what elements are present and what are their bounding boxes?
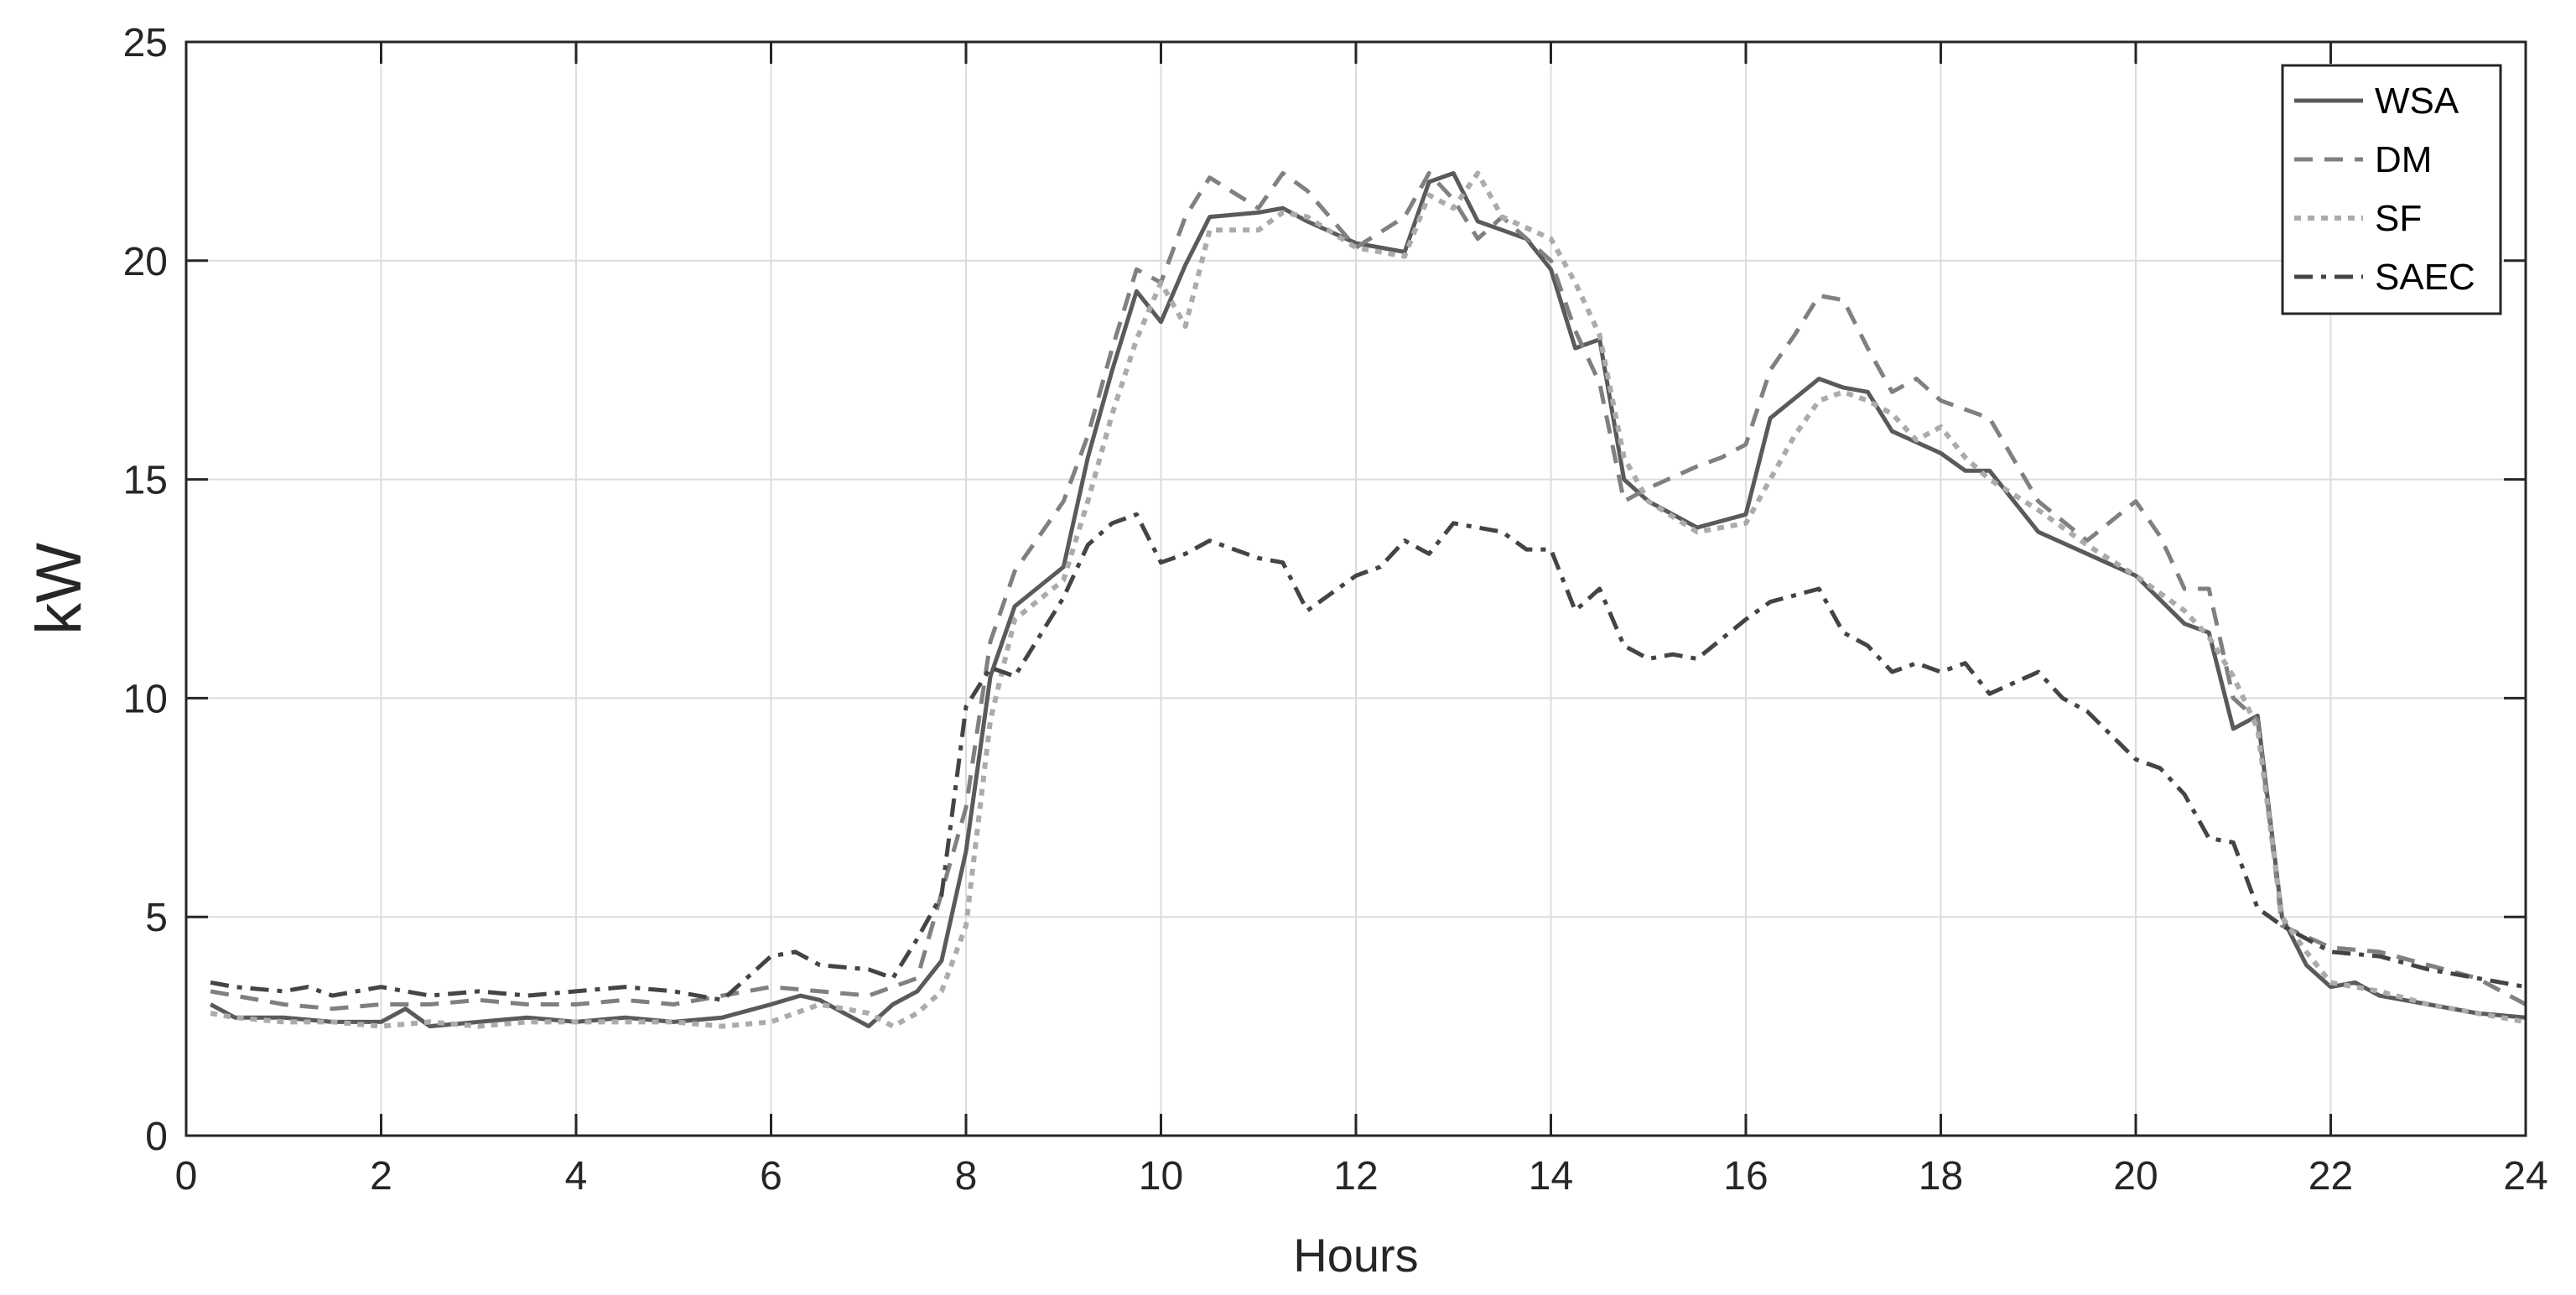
x-tick-label: 12	[1333, 1154, 1378, 1199]
x-tick-label: 16	[1723, 1154, 1768, 1199]
x-tick-label: 20	[2113, 1154, 2158, 1199]
x-tick-label: 0	[175, 1154, 198, 1199]
legend-label: SF	[2375, 198, 2422, 239]
x-tick-label: 18	[1919, 1154, 1963, 1199]
y-tick-label: 0	[145, 1115, 168, 1159]
legend-label: WSA	[2375, 81, 2459, 122]
x-axis-title: Hours	[1293, 1229, 1418, 1282]
axis-ticks	[184, 40, 2527, 1137]
series-lines	[209, 170, 2527, 1029]
y-tick-label: 15	[123, 459, 168, 503]
legend-box	[2281, 64, 2502, 315]
x-tick-label: 6	[760, 1154, 782, 1199]
y-tick-label: 20	[123, 240, 168, 284]
x-tick-label: 10	[1139, 1154, 1183, 1199]
y-tick-label: 25	[123, 21, 168, 65]
series-line-saec	[210, 512, 2527, 1002]
series-line-sf	[210, 170, 2527, 1029]
y-tick-labels: 0 5 10 15 20 25	[123, 21, 168, 1159]
x-tick-label: 24	[2503, 1154, 2547, 1199]
legend: WSA DM SF SAEC	[2281, 64, 2502, 315]
y-axis-title: kW	[23, 543, 95, 635]
x-tick-labels: 0 2 4 6 8 10 12 14 16 18 20 22 24	[175, 1154, 2548, 1199]
x-tick-label: 22	[2309, 1154, 2353, 1199]
x-tick-label: 4	[565, 1154, 588, 1199]
series-line-dm	[210, 171, 2527, 1012]
legend-label: SAEC	[2375, 257, 2475, 298]
x-tick-label: 14	[1529, 1154, 1573, 1199]
x-tick-label: 8	[955, 1154, 978, 1199]
series-line-wsa	[209, 171, 2527, 1029]
y-tick-label: 5	[145, 896, 168, 940]
x-tick-label: 2	[370, 1154, 392, 1199]
y-tick-label: 10	[123, 677, 168, 721]
legend-label: DM	[2375, 139, 2432, 180]
